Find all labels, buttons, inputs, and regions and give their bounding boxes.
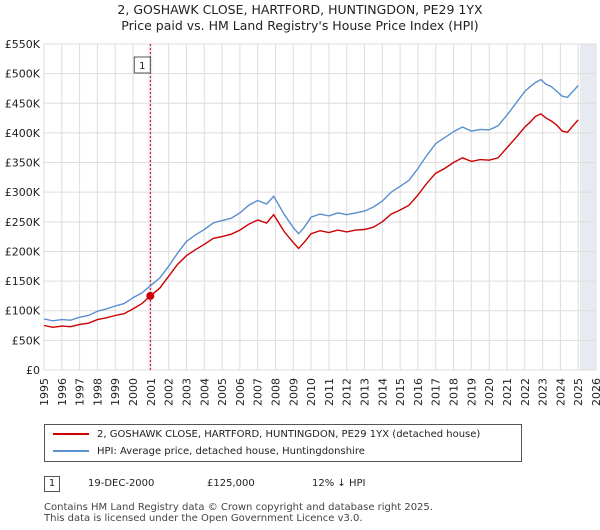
legend: 2, GOSHAWK CLOSE, HARTFORD, HUNTINGDON, … [44, 424, 522, 462]
x-tick-label: 1996 [56, 378, 69, 406]
x-tick-label: 2004 [198, 378, 211, 406]
x-tick-label: 2000 [127, 378, 140, 406]
sale-marker-box: 1 [133, 56, 151, 74]
y-axis-ticks: £0 £50K £100K £150K £200K £250K £300K £350K £400… [5, 38, 41, 377]
chart-title-line1: 2, GOSHAWK CLOSE, HARTFORD, HUNTINGDON, … [117, 2, 483, 17]
y-tick-label: £50K [12, 334, 41, 347]
hpi-swatch [53, 450, 89, 452]
x-tick-label: 2022 [519, 378, 532, 406]
footer: Contains HM Land Registry data © Crown c… [44, 502, 433, 524]
x-tick-label: 2016 [412, 378, 425, 406]
sale-date: 19-DEC-2000 [88, 478, 155, 489]
x-tick-label: 2003 [180, 378, 193, 406]
y-tick-label: £100K [5, 305, 41, 318]
legend-item-property: 2, GOSHAWK CLOSE, HARTFORD, HUNTINGDON, … [53, 427, 480, 443]
x-tick-label: 1995 [38, 378, 51, 406]
property-series-line [43, 113, 579, 329]
future-band [579, 44, 596, 370]
grid-lines [43, 43, 597, 371]
y-tick-label: £150K [5, 275, 41, 288]
x-tick-label: 2015 [394, 378, 407, 406]
sale-point [146, 291, 155, 300]
sale-price: £125,000 [207, 478, 255, 489]
x-tick-label: 2020 [483, 378, 496, 406]
y-tick-label: £550K [5, 38, 41, 51]
x-tick-label: 1998 [91, 378, 104, 406]
sale-band [148, 44, 153, 370]
sale-badge: 1 [44, 476, 60, 492]
price-chart: £0 £50K £100K £150K £200K £250K £300K £350K £400… [5, 38, 600, 406]
x-tick-label: 2012 [341, 378, 354, 406]
sale-marker-label: 1 [139, 61, 145, 72]
x-tick-label: 2017 [430, 378, 443, 406]
x-tick-label: 2002 [163, 378, 176, 406]
y-tick-label: £200K [5, 245, 41, 258]
x-tick-label: 2026 [590, 378, 600, 406]
footer-line1: Contains HM Land Registry data © Crown c… [44, 502, 433, 513]
y-tick-label: £350K [5, 157, 41, 170]
x-tick-label: 2001 [145, 378, 158, 406]
x-tick-label: 1999 [109, 378, 122, 406]
x-tick-label: 2009 [287, 378, 300, 406]
sale-hpi-diff: 12% ↓ HPI [312, 478, 366, 489]
y-tick-label: £250K [5, 216, 41, 229]
x-tick-label: 2008 [269, 378, 282, 406]
property-swatch [53, 433, 89, 435]
x-tick-label: 2014 [376, 378, 389, 406]
legend-item-hpi: HPI: Average price, detached house, Hunt… [53, 444, 365, 460]
y-tick-label: £0 [26, 364, 40, 377]
x-tick-label: 2006 [234, 378, 247, 406]
x-tick-label: 2025 [572, 378, 585, 406]
y-tick-label: £400K [5, 127, 41, 140]
x-tick-label: 2013 [359, 378, 372, 406]
x-tick-label: 2011 [323, 378, 336, 406]
x-tick-label: 2023 [537, 378, 550, 406]
x-tick-label: 1997 [74, 378, 87, 406]
legend-hpi-label: HPI: Average price, detached house, Hunt… [97, 446, 365, 457]
x-tick-label: 2021 [501, 378, 514, 406]
x-tick-label: 2019 [465, 378, 478, 406]
x-tick-label: 2024 [554, 378, 567, 406]
hpi-series-line [43, 78, 579, 322]
plot-area [43, 43, 597, 371]
x-axis-ticks: 1995 1996 1997 1998 1999 2000 2001 2002 2003 2004… [38, 378, 600, 406]
legend-property-label: 2, GOSHAWK CLOSE, HARTFORD, HUNTINGDON, … [97, 429, 481, 440]
chart-title-line2: Price paid vs. HM Land Registry's House … [121, 18, 479, 33]
y-tick-label: £500K [5, 68, 41, 81]
x-tick-label: 2007 [252, 378, 265, 406]
y-tick-label: £450K [5, 97, 41, 110]
x-tick-label: 2018 [448, 378, 461, 406]
x-tick-label: 2010 [305, 378, 318, 406]
footer-line2: This data is licensed under the Open Gov… [44, 513, 363, 524]
y-tick-label: £300K [5, 186, 41, 199]
x-tick-label: 2005 [216, 378, 229, 406]
